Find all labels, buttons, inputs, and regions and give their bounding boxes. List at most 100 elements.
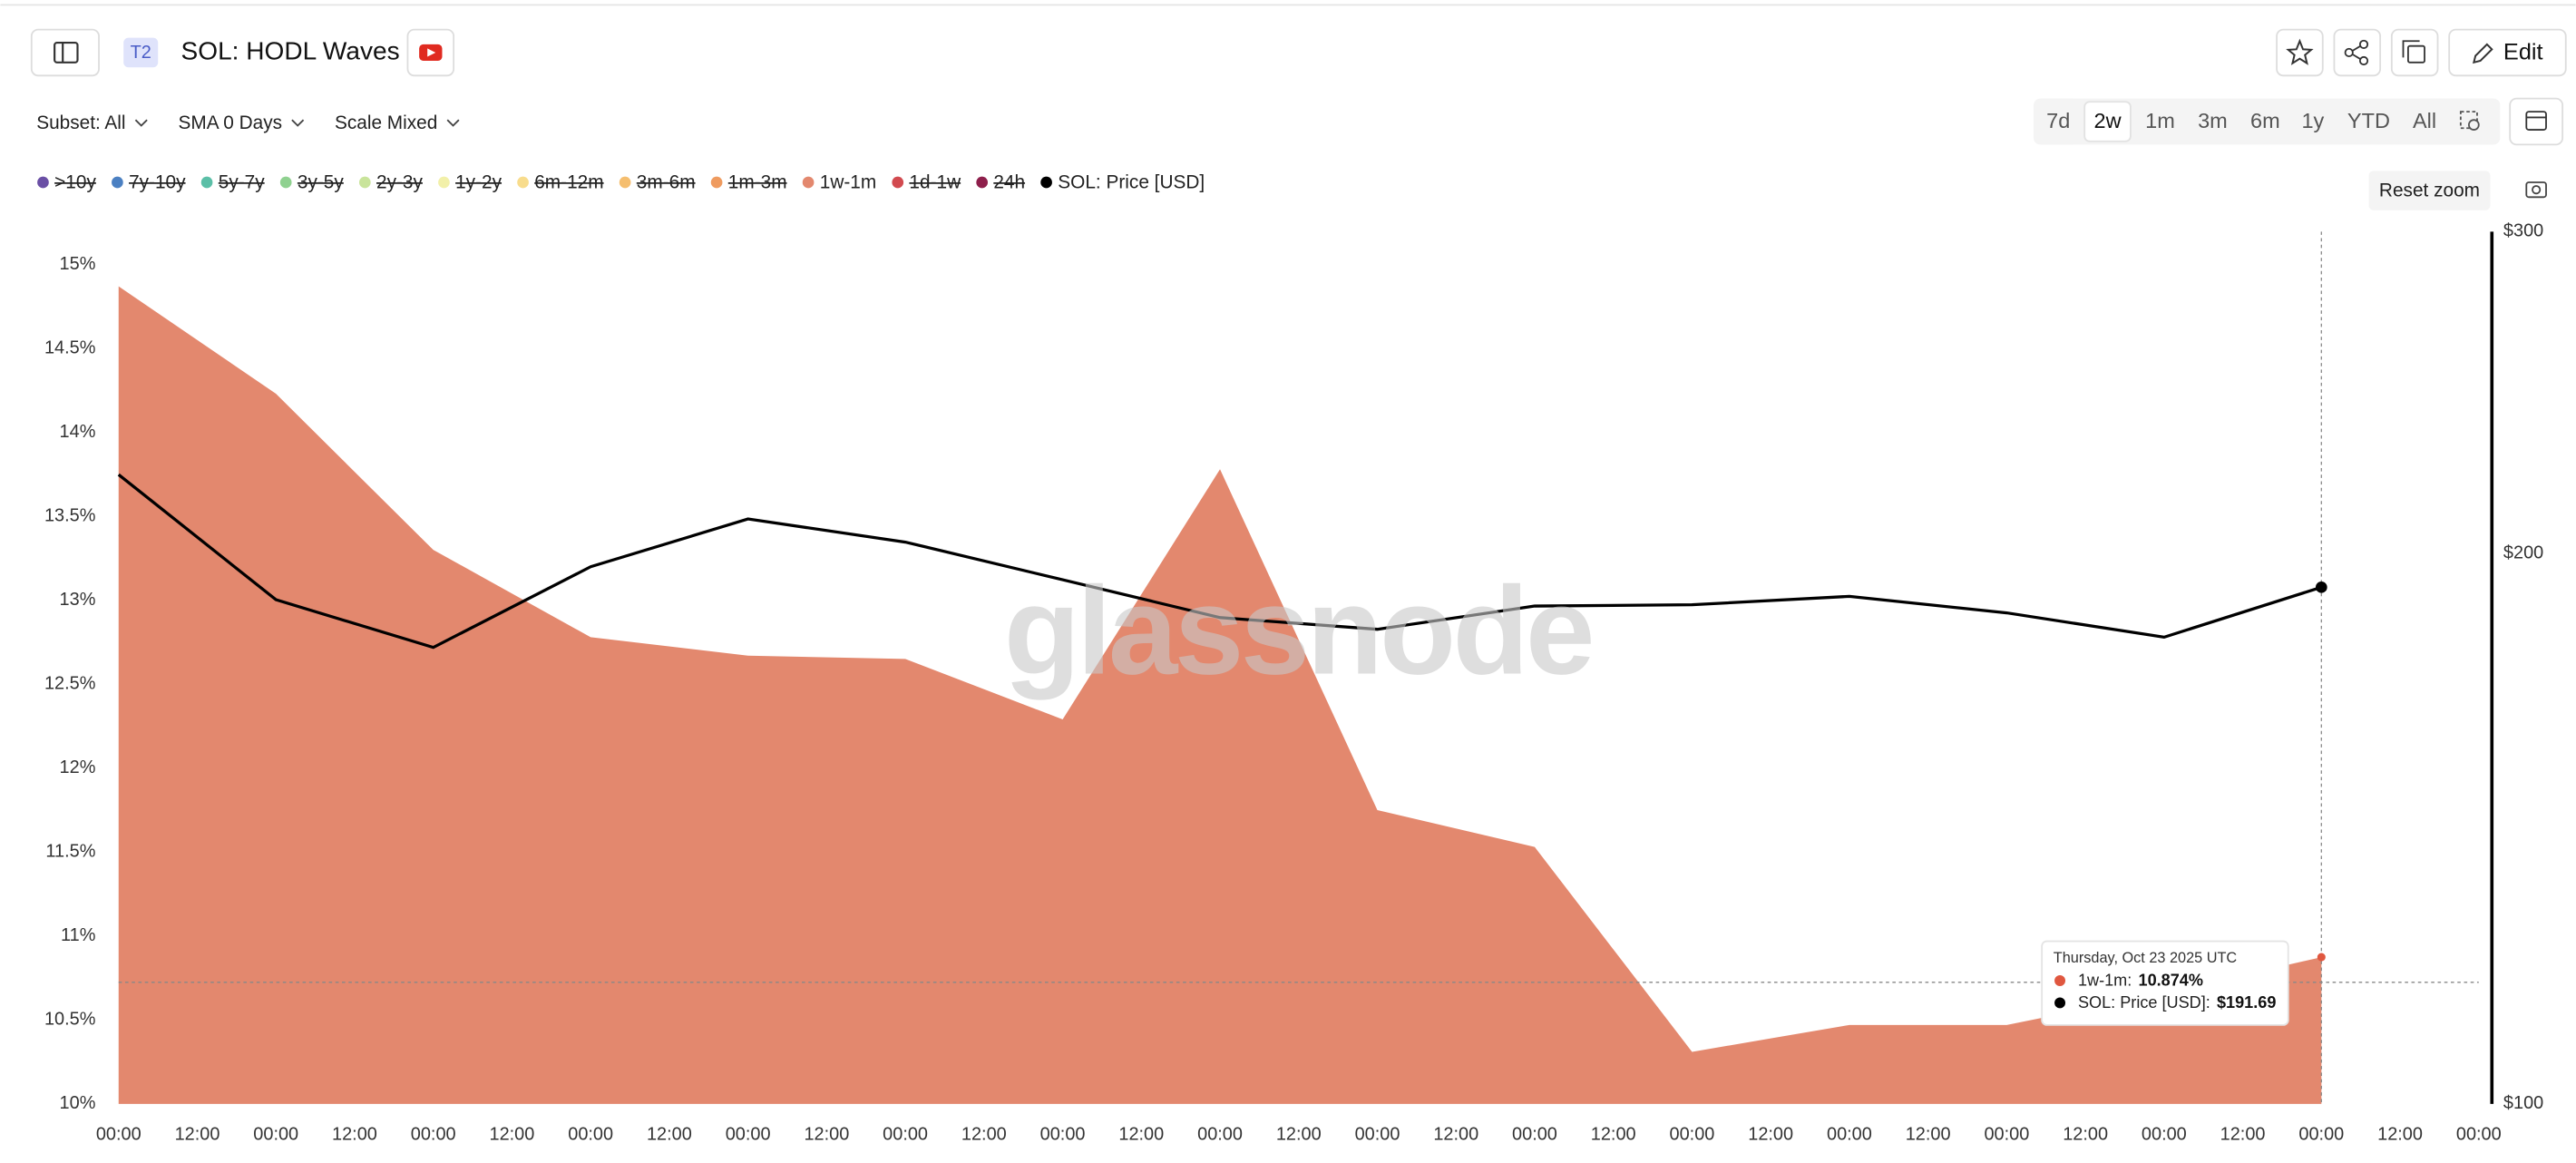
legend-item[interactable]: >10y — [37, 171, 96, 192]
legend-label: 1d-1w — [909, 171, 961, 192]
chevron — [134, 119, 148, 127]
legend-item[interactable]: 7y-10y — [112, 171, 186, 192]
legend-label: SOL: Price [USD] — [1058, 171, 1205, 192]
x-tick-label: 12:00 — [1906, 1124, 1951, 1144]
legend-item[interactable]: SOL: Price [USD] — [1040, 171, 1205, 192]
legend-item[interactable]: 1y-2y — [438, 171, 503, 192]
dropdown[interactable]: SMA 0 Days — [179, 112, 305, 133]
legend-item[interactable]: 2y-3y — [358, 171, 423, 192]
x-tick-label: 00:00 — [726, 1124, 771, 1144]
legend-item[interactable]: 6m-12m — [517, 171, 604, 192]
legend-label: 5y-7y — [219, 171, 265, 192]
x-tick-label: 12:00 — [1748, 1124, 1793, 1144]
tooltip-dot — [2054, 975, 2066, 986]
legend-dot — [358, 176, 371, 189]
legend-label: 1m-3m — [728, 171, 787, 192]
legend-label: 6m-12m — [534, 171, 603, 192]
area — [118, 286, 2322, 1104]
icon — [2344, 47, 2354, 58]
x-tick-label: 00:00 — [1197, 1124, 1243, 1144]
x-tick-label: 00:00 — [96, 1124, 141, 1144]
icon — [2525, 111, 2547, 131]
zoom-select-button[interactable] — [2459, 111, 2480, 131]
legend-dot — [619, 176, 631, 189]
range-label: 1m — [2145, 109, 2175, 132]
dropdown[interactable]: Scale Mixed — [335, 112, 460, 133]
calendar-button[interactable] — [2509, 97, 2564, 146]
tooltip: Thursday, Oct 23 2025 UTC 1w-1m: 10.874% SO… — [2041, 940, 2289, 1026]
x-tick-label: 00:00 — [1827, 1124, 1872, 1144]
x-tick-label: 12:00 — [175, 1124, 220, 1144]
tooltip-box — [2041, 940, 2289, 1026]
range-option[interactable]: 6m — [2250, 109, 2280, 132]
icon — [2525, 181, 2547, 199]
share-button[interactable] — [2333, 28, 2382, 77]
icon — [2468, 119, 2480, 131]
icon — [2459, 111, 2478, 130]
hover-point — [2315, 581, 2327, 593]
legend-item[interactable]: 5y-7y — [200, 171, 265, 192]
range-option[interactable]: YTD — [2347, 109, 2390, 132]
legend-dot — [710, 176, 723, 189]
badge: T2 — [131, 43, 151, 63]
legend-label: 2y-3y — [376, 171, 423, 192]
x-tick-label: 12:00 — [804, 1124, 849, 1144]
legend-label: 7y-10y — [129, 171, 186, 192]
y-tick-label: 13% — [60, 590, 96, 610]
tooltip-title: Thursday, Oct 23 2025 UTC — [2054, 950, 2238, 966]
legend-item[interactable]: 1d-1w — [892, 171, 961, 192]
legend-item[interactable]: 1w-1m — [802, 171, 876, 192]
x-tick-label: 00:00 — [2142, 1124, 2187, 1144]
camera-button[interactable] — [2525, 181, 2547, 199]
button-frame — [2448, 28, 2567, 77]
button-frame — [2276, 28, 2324, 77]
icon — [2286, 38, 2314, 65]
youtube-button[interactable] — [406, 28, 455, 77]
chevron — [291, 119, 305, 127]
x-tick-label: 00:00 — [1512, 1124, 1557, 1144]
tooltip-value: 10.874% — [2139, 972, 2203, 990]
star-button[interactable] — [2276, 28, 2324, 77]
x-tick-label: 12:00 — [1276, 1124, 1322, 1144]
range-option[interactable]: 3m — [2198, 109, 2228, 132]
icon — [2402, 40, 2420, 58]
range-option[interactable]: 7d — [2046, 109, 2070, 132]
range-option[interactable]: 2w — [2083, 101, 2132, 142]
x-tick-label: 00:00 — [411, 1124, 456, 1144]
icon — [2407, 44, 2425, 64]
badge-bg — [123, 37, 159, 68]
legend-label: 1y-2y — [455, 171, 502, 192]
reset-zoom-button[interactable]: Reset zoom — [2368, 171, 2491, 210]
y-tick-label: 15% — [60, 254, 96, 274]
line — [117, 473, 2322, 650]
edit-button[interactable]: Edit — [2448, 28, 2567, 77]
sidebar-button[interactable] — [30, 28, 100, 77]
legend-item[interactable]: 3y-5y — [279, 171, 344, 192]
button-frame — [2509, 97, 2564, 146]
range-option[interactable]: All — [2413, 109, 2436, 132]
legend-item[interactable]: 24h — [976, 171, 1025, 192]
copy-button[interactable] — [2390, 28, 2439, 77]
page-title: SOL: HODL Waves — [181, 36, 400, 64]
x-tick-label: 12:00 — [1433, 1124, 1478, 1144]
legend-item[interactable]: 1m-3m — [710, 171, 787, 192]
range-option[interactable]: 1m — [2145, 109, 2175, 132]
y-tick-label: 14% — [60, 422, 96, 442]
x-tick-label: 00:00 — [883, 1124, 928, 1144]
icon — [2351, 44, 2361, 60]
button-frame — [2368, 171, 2491, 210]
legend-item[interactable]: 3m-6m — [619, 171, 696, 192]
range-bar — [2034, 98, 2501, 145]
range-option[interactable]: 1y — [2301, 109, 2324, 132]
dropdown-label: Scale Mixed — [335, 112, 437, 133]
watermark: glassnode — [1004, 562, 1592, 701]
range-label: All — [2413, 109, 2436, 132]
x-tick-label: 00:00 — [1984, 1124, 2029, 1144]
edit-label: Edit — [2503, 40, 2543, 65]
x-tick-label: 12:00 — [2220, 1124, 2266, 1144]
reset-zoom-label: Reset zoom — [2379, 180, 2480, 200]
range-label: YTD — [2347, 109, 2390, 132]
dropdown[interactable]: Subset: All — [36, 112, 148, 133]
icon — [427, 48, 436, 57]
